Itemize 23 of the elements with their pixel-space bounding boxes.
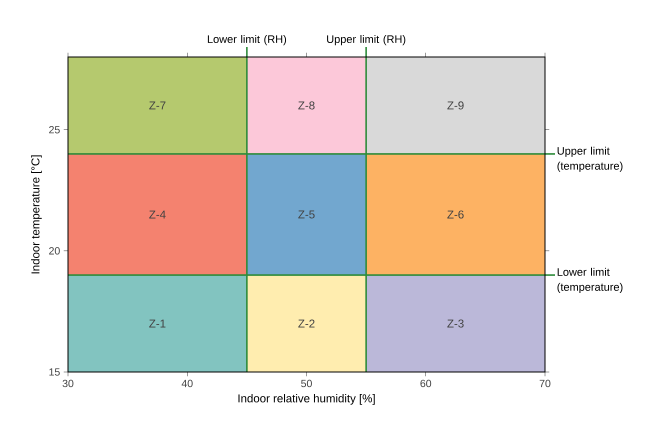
y-tick-label: 20 — [49, 247, 60, 255]
x-tick-label: 50 — [301, 380, 312, 388]
ref-line-label: Upper limit (temperature) — [557, 146, 622, 172]
y-tick-label: 15 — [49, 368, 60, 376]
series-label: Z-9 — [447, 101, 464, 110]
series-label: Z-1 — [149, 320, 166, 328]
x-axis-title: Indoor relative humidity [%] — [238, 394, 375, 405]
y-tick-label: 25 — [49, 126, 60, 134]
series-label: Z-6 — [447, 210, 464, 219]
x-tick-label: 30 — [62, 380, 74, 388]
series-label: Z-3 — [447, 319, 464, 328]
ref-line-label: Lower limit (RH) — [208, 34, 286, 46]
y-axis-title: Indoor temperature [°C] — [31, 155, 42, 274]
series-label: Z-4 — [149, 210, 166, 218]
x-tick-label: 70 — [540, 380, 550, 388]
series-label: Z-7 — [149, 102, 166, 110]
x-tick-label: 40 — [182, 380, 193, 388]
series-label: Z-5 — [298, 210, 315, 218]
x-tick-label: 60 — [420, 380, 432, 388]
ref-line-label: Upper limit (RH) — [327, 34, 406, 46]
series-label: Z-8 — [298, 101, 315, 110]
ref-line-label: Lower limit (temperature) — [557, 268, 622, 294]
series-label: Z-2 — [298, 320, 315, 328]
